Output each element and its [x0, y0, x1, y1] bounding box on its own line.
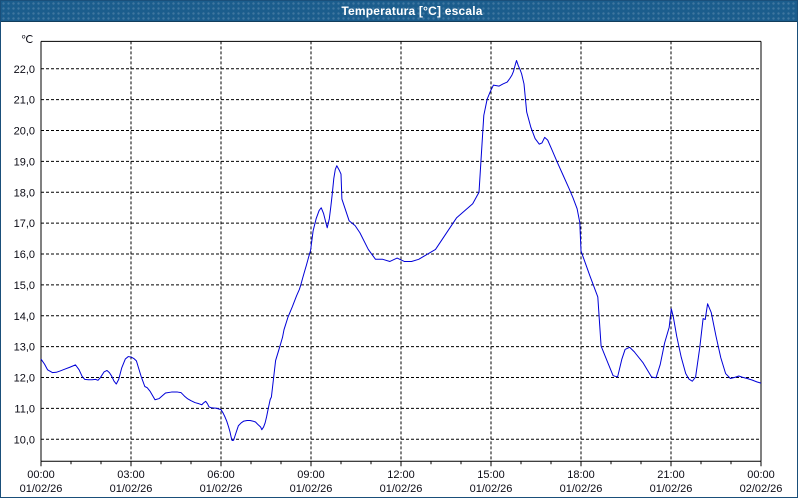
svg-text:01/02/26: 01/02/26 — [560, 483, 603, 495]
svg-text:16,0: 16,0 — [14, 249, 35, 261]
svg-text:09:00: 09:00 — [297, 469, 325, 481]
svg-text:19,0: 19,0 — [14, 156, 35, 168]
svg-text:01/02/26: 01/02/26 — [380, 483, 423, 495]
svg-text:21:00: 21:00 — [657, 469, 685, 481]
svg-text:20,0: 20,0 — [14, 126, 35, 138]
svg-text:17,0: 17,0 — [14, 218, 35, 230]
svg-text:12:00: 12:00 — [387, 469, 415, 481]
svg-text:03:00: 03:00 — [117, 469, 145, 481]
svg-text:21,0: 21,0 — [14, 95, 35, 107]
svg-text:02/02/26: 02/02/26 — [740, 483, 783, 495]
svg-text:00:00: 00:00 — [27, 469, 55, 481]
svg-text:01/02/26: 01/02/26 — [110, 483, 153, 495]
svg-text:00:00: 00:00 — [747, 469, 775, 481]
svg-text:22,0: 22,0 — [14, 64, 35, 76]
svg-text:18:00: 18:00 — [567, 469, 595, 481]
svg-text:℃: ℃ — [21, 34, 33, 46]
svg-text:14,0: 14,0 — [14, 311, 35, 323]
svg-text:01/02/26: 01/02/26 — [470, 483, 513, 495]
svg-text:18,0: 18,0 — [14, 187, 35, 199]
svg-text:12,0: 12,0 — [14, 373, 35, 385]
svg-text:15,0: 15,0 — [14, 280, 35, 292]
svg-text:01/02/26: 01/02/26 — [290, 483, 333, 495]
svg-text:11,0: 11,0 — [14, 403, 35, 415]
svg-text:01/02/26: 01/02/26 — [650, 483, 693, 495]
svg-text:10,0: 10,0 — [14, 434, 35, 446]
svg-text:13,0: 13,0 — [14, 342, 35, 354]
svg-text:01/02/26: 01/02/26 — [20, 483, 63, 495]
svg-text:01/02/26: 01/02/26 — [200, 483, 243, 495]
svg-text:06:00: 06:00 — [207, 469, 235, 481]
svg-text:15:00: 15:00 — [477, 469, 505, 481]
